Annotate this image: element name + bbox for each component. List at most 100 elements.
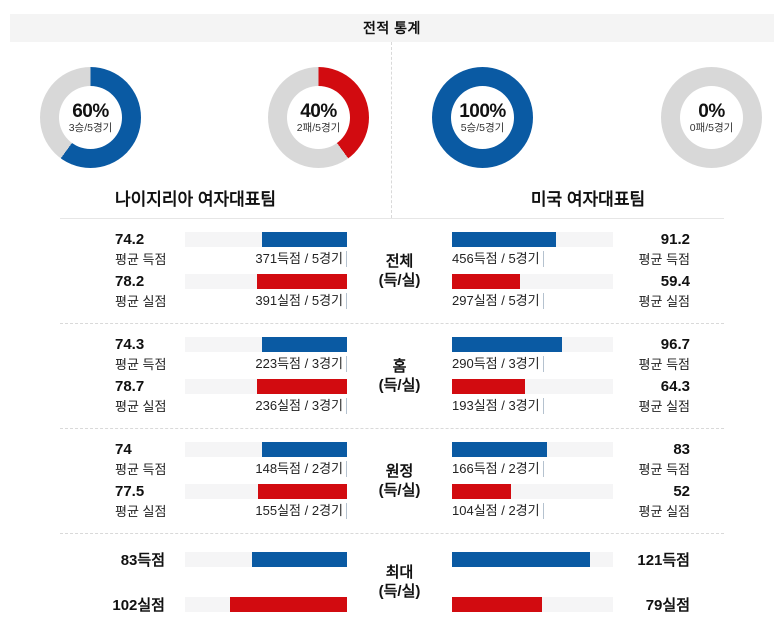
avg-concede-label: 평균 실점	[638, 294, 690, 309]
stat-row-score: 456득점 / 5경기 91.2 평균 득점	[452, 232, 690, 268]
stat-meta: 52 평균 실점	[613, 484, 690, 520]
bar-area	[185, 597, 347, 612]
section-separator	[60, 533, 724, 534]
max-concede-label: 102실점	[112, 597, 165, 614]
page-title: 전적 통계	[363, 20, 421, 36]
category-sub: (득/실)	[378, 272, 421, 289]
stat-meta: 91.2 평균 득점	[613, 232, 690, 268]
loss-donut-chart: 40% 2패/5경기	[268, 67, 369, 168]
bar-track	[452, 232, 613, 247]
avg-score-value: 74.3	[115, 336, 145, 353]
avg-score-label: 평균 득점	[115, 462, 167, 477]
donut-row-left: 60% 3승/5경기 40% 2패/5경기	[0, 42, 391, 168]
bar-area: 223득점 / 3경기	[185, 337, 347, 373]
stat-meta: 59.4 평균 실점	[613, 274, 690, 310]
right-team-stats: 290득점 / 3경기 96.7 평균 득점 193실점 / 3경기 64.3 …	[452, 337, 784, 415]
category-title: 홈	[392, 358, 407, 375]
stat-meta: 83 평균 득점	[613, 442, 690, 478]
bar-track	[185, 442, 347, 457]
bar-caption-row: 193실점 / 3경기	[452, 397, 613, 415]
bar-caption-row: 456득점 / 5경기	[452, 250, 613, 268]
bar-caption-row: 104실점 / 2경기	[452, 502, 613, 520]
score-bar	[261, 442, 347, 457]
max-score-label: 83득점	[120, 552, 165, 569]
bar-caption-row: 223득점 / 3경기	[185, 355, 347, 373]
donut-center: 60% 3승/5경기	[59, 86, 122, 149]
score-bar	[261, 337, 347, 352]
avg-concede-label: 평균 실점	[115, 399, 167, 414]
concede-bar	[257, 484, 347, 499]
bar-caption-row: 297실점 / 5경기	[452, 292, 613, 310]
bar-track	[185, 232, 347, 247]
team-name-right: 미국 여자대표팀	[530, 190, 646, 209]
bar-track	[185, 552, 347, 567]
score-bar	[452, 552, 591, 567]
score-caption: 223득점 / 3경기	[255, 356, 347, 372]
win-donut-chart: 60% 3승/5경기	[40, 67, 141, 168]
stat-meta: 78.2 평균 실점	[60, 274, 185, 310]
bar-track	[185, 274, 347, 289]
bar-track	[452, 484, 613, 499]
stat-row-score: 166득점 / 2경기 83 평균 득점	[452, 442, 690, 478]
bar-caption-row: 148득점 / 2경기	[185, 460, 347, 478]
winrate-area: 60% 3승/5경기 40% 2패/5경기 나이지리아 여자대표팀 100% 5…	[0, 42, 784, 218]
bar-area	[452, 552, 613, 567]
stat-row-score: 74.3 평균 득점 223득점 / 3경기	[60, 337, 347, 373]
bar-track	[452, 552, 613, 567]
score-bar	[251, 552, 347, 567]
avg-concede-value: 78.2	[115, 273, 145, 290]
donut-center: 40% 2패/5경기	[287, 86, 350, 149]
bar-track	[452, 442, 613, 457]
bar-area: 297실점 / 5경기	[452, 274, 613, 310]
loss-donut-chart: 0% 0패/5경기	[661, 67, 762, 168]
max-score-label: 121득점	[637, 552, 690, 569]
stat-meta: 96.7 평균 득점	[613, 337, 690, 373]
bar-track	[185, 597, 347, 612]
category-label: 원정 (득/실)	[347, 442, 452, 520]
avg-concede-label: 평균 실점	[638, 504, 690, 519]
left-team-stats: 74.2 평균 득점 371득점 / 5경기 78.2 평균 실점	[0, 232, 347, 310]
win-record: 5승/5경기	[458, 121, 507, 135]
score-bar	[261, 232, 347, 247]
avg-score-label: 평균 득점	[115, 252, 167, 267]
bar-caption-row: 290득점 / 3경기	[452, 355, 613, 373]
left-team-stats: 83득점 102실점	[0, 549, 347, 615]
stat-section-max: 83득점 102실점 최대 (득/실)	[0, 534, 784, 627]
loss-percent: 40%	[298, 100, 339, 122]
section-separator	[60, 323, 724, 324]
bar-track	[452, 379, 613, 394]
left-team-stats: 74.3 평균 득점 223득점 / 3경기 78.7 평균 실점	[0, 337, 347, 415]
bar-track	[452, 597, 613, 612]
section-header: 전적 통계	[10, 14, 774, 42]
stat-meta: 74.3 평균 득점	[60, 337, 185, 373]
avg-concede-value: 52	[673, 483, 690, 500]
bar-caption-row: 236실점 / 3경기	[185, 397, 347, 415]
stat-row-concede: 79실점	[452, 594, 690, 615]
avg-concede-label: 평균 실점	[115, 504, 167, 519]
category-sub: (득/실)	[378, 583, 421, 600]
score-bar	[452, 232, 557, 247]
bar-area: 290득점 / 3경기	[452, 337, 613, 373]
stat-row-score: 290득점 / 3경기 96.7 평균 득점	[452, 337, 690, 373]
bar-area: 155실점 / 2경기	[185, 484, 347, 520]
loss-percent: 0%	[696, 100, 727, 122]
right-team-stats: 121득점 79실점	[452, 549, 784, 615]
stat-meta: 77.5 평균 실점	[60, 484, 185, 520]
concede-bar	[256, 379, 347, 394]
bar-area: 391실점 / 5경기	[185, 274, 347, 310]
concede-bar	[452, 484, 512, 499]
score-bar	[452, 442, 547, 457]
stat-row-concede: 78.7 평균 실점 236실점 / 3경기	[60, 379, 347, 415]
concede-caption: 104실점 / 2경기	[452, 503, 544, 519]
stat-row-score: 83득점	[60, 549, 347, 570]
avg-concede-value: 59.4	[660, 273, 690, 290]
avg-score-value: 83	[673, 441, 690, 458]
category-sub: (득/실)	[378, 482, 421, 499]
concede-caption: 297실점 / 5경기	[452, 293, 544, 309]
bar-caption-row: 391실점 / 5경기	[185, 292, 347, 310]
bar-area: 371득점 / 5경기	[185, 232, 347, 268]
category-label: 홈 (득/실)	[347, 337, 452, 415]
right-team-stats: 456득점 / 5경기 91.2 평균 득점 297실점 / 5경기 59.4 …	[452, 232, 784, 310]
bar-caption-row: 155실점 / 2경기	[185, 502, 347, 520]
loss-record: 0패/5경기	[687, 121, 736, 135]
